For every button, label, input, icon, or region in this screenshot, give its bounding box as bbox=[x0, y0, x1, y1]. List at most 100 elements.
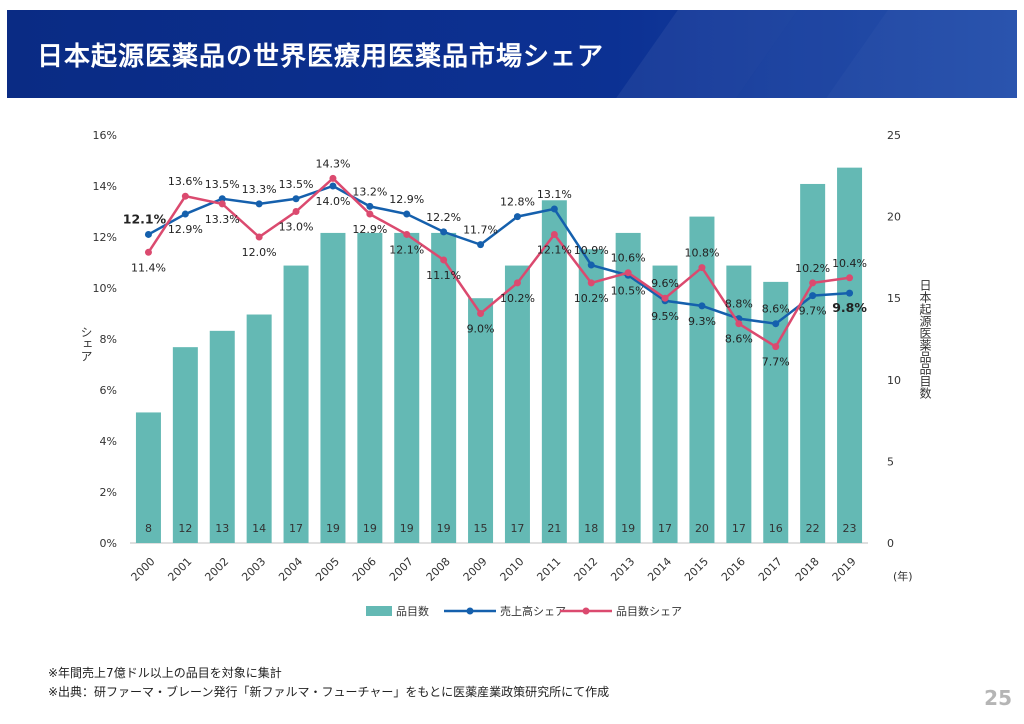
count-share-point-2017 bbox=[772, 343, 780, 351]
y-left-tick-label: 2% bbox=[100, 486, 117, 499]
count-share-point-2000 bbox=[144, 248, 152, 256]
count-share-data-label: 10.2% bbox=[574, 292, 609, 305]
sales-share-data-label: 13.1% bbox=[537, 188, 572, 201]
x-tick-label: 2012 bbox=[571, 555, 600, 584]
bar-value-label: 17 bbox=[658, 522, 672, 535]
legend-label-sales-share: 売上高シェア bbox=[500, 604, 566, 618]
count-share-data-label: 7.7% bbox=[762, 356, 790, 369]
sales-share-data-label: 9.5% bbox=[651, 310, 679, 323]
bar-2004 bbox=[283, 265, 309, 543]
y-right-tick-label: 25 bbox=[887, 129, 901, 142]
count-share-point-2013 bbox=[624, 269, 632, 277]
x-tick-label: 2000 bbox=[129, 555, 158, 584]
sales-share-point-2017 bbox=[772, 320, 780, 328]
bar-2007 bbox=[394, 232, 420, 544]
sales-share-data-label: 13.5% bbox=[279, 178, 314, 191]
count-share-point-2012 bbox=[587, 279, 595, 287]
bar-value-label: 19 bbox=[326, 522, 340, 535]
x-tick-label: 2018 bbox=[793, 555, 822, 584]
bar-2001 bbox=[172, 347, 198, 543]
y-left-tick-label: 16% bbox=[93, 129, 117, 142]
bar-value-label: 19 bbox=[363, 522, 377, 535]
count-share-point-2006 bbox=[366, 210, 374, 218]
x-tick-label: 2007 bbox=[387, 555, 416, 584]
y-left-tick-label: 8% bbox=[100, 333, 117, 346]
y-left-tick-label: 6% bbox=[100, 384, 117, 397]
x-tick-label: 2003 bbox=[239, 555, 268, 584]
bar-value-label: 17 bbox=[510, 522, 524, 535]
footnote-criteria: ※年間売上7億ドル以上の品目を対象に集計 bbox=[48, 666, 282, 680]
bar-value-label: 21 bbox=[547, 522, 561, 535]
x-tick-label: 2013 bbox=[608, 555, 637, 584]
y-right-tick-label: 15 bbox=[887, 292, 901, 305]
sales-share-point-2010 bbox=[513, 213, 521, 221]
y-left-tick-label: 10% bbox=[93, 282, 117, 295]
slide-title: 日本起源医薬品の世界医療用医薬品市場シェア bbox=[37, 42, 605, 72]
sales-share-point-2003 bbox=[255, 200, 263, 208]
bar-2005 bbox=[320, 232, 346, 544]
sales-share-data-label: 9.3% bbox=[688, 315, 716, 328]
bar-value-label: 17 bbox=[289, 522, 303, 535]
bar-2011 bbox=[541, 200, 567, 543]
sales-share-data-label: 12.1% bbox=[123, 211, 167, 226]
sales-share-data-label: 12.9% bbox=[168, 223, 203, 236]
sales-share-data-label: 14.0% bbox=[315, 195, 350, 208]
bar-2013 bbox=[615, 232, 641, 544]
bar-value-label: 20 bbox=[695, 522, 709, 535]
x-tick-label: 2005 bbox=[313, 555, 342, 584]
count-share-data-label: 9.6% bbox=[651, 277, 679, 290]
sales-share-data-label: 12.2% bbox=[426, 211, 461, 224]
sales-share-point-2006 bbox=[366, 202, 374, 210]
count-share-point-2003 bbox=[255, 233, 263, 241]
count-share-line bbox=[147, 176, 850, 349]
x-tick-label: 2001 bbox=[165, 555, 194, 584]
count-share-point-2016 bbox=[735, 320, 743, 328]
x-tick-label: 2008 bbox=[424, 555, 453, 584]
sales-share-point-2007 bbox=[403, 210, 411, 218]
x-tick-label: 2010 bbox=[498, 555, 527, 584]
bar-value-label: 18 bbox=[584, 522, 598, 535]
bar-value-label: 13 bbox=[215, 522, 229, 535]
bar-2006 bbox=[357, 232, 383, 544]
bar-value-label: 12 bbox=[178, 522, 192, 535]
slide-header: 日本起源医薬品の世界医療用医薬品市場シェア bbox=[7, 10, 1017, 98]
bar-2002 bbox=[209, 330, 235, 543]
x-tick-label: 2019 bbox=[830, 555, 859, 584]
x-tick-label: 2011 bbox=[534, 555, 563, 584]
count-share-data-label: 10.6% bbox=[611, 252, 646, 265]
count-share-data-label: 10.2% bbox=[500, 292, 535, 305]
sales-share-data-label: 12.9% bbox=[389, 193, 424, 206]
x-tick-label: 2017 bbox=[756, 555, 785, 584]
y-right-tick-label: 0 bbox=[887, 537, 894, 550]
count-share-data-label: 11.4% bbox=[131, 261, 166, 274]
legend-swatch-bar bbox=[366, 606, 392, 616]
count-share-point-2018 bbox=[809, 279, 817, 287]
count-share-data-label: 13.3% bbox=[205, 213, 240, 226]
count-share-point-2010 bbox=[513, 279, 521, 287]
y-right-tick-label: 10 bbox=[887, 374, 901, 387]
count-share-data-label: 12.9% bbox=[352, 223, 387, 236]
sales-share-data-label: 11.7% bbox=[463, 224, 498, 237]
bar-value-label: 8 bbox=[145, 522, 152, 535]
footnote-source: ※出典：研ファーマ・ブレーン発行「新ファルマ・フューチャー」をもとに医薬産業政策… bbox=[48, 685, 610, 699]
legend-label-count-share: 品目数シェア bbox=[616, 605, 682, 618]
page-number: 25 bbox=[984, 686, 1012, 710]
sales-share-data-label: 12.8% bbox=[500, 196, 535, 209]
sales-share-data-label: 13.5% bbox=[205, 178, 240, 191]
x-unit-label: (年) bbox=[893, 569, 913, 583]
y-left-tick-label: 12% bbox=[93, 231, 117, 244]
x-tick-label: 2009 bbox=[461, 555, 490, 584]
count-share-data-label: 11.1% bbox=[426, 269, 461, 282]
y-left-tick-label: 4% bbox=[100, 435, 117, 448]
bar-2014 bbox=[652, 265, 678, 543]
x-tick-label: 2004 bbox=[276, 555, 305, 584]
bar-2003 bbox=[246, 314, 272, 543]
sales-share-point-2002 bbox=[218, 195, 226, 203]
count-share-point-2004 bbox=[292, 208, 300, 215]
sales-share-point-2000 bbox=[144, 230, 152, 238]
count-share-point-2001 bbox=[181, 192, 189, 200]
sales-share-point-2011 bbox=[550, 205, 558, 213]
sales-share-data-label: 9.7% bbox=[799, 305, 827, 318]
bar-2000 bbox=[135, 412, 161, 543]
